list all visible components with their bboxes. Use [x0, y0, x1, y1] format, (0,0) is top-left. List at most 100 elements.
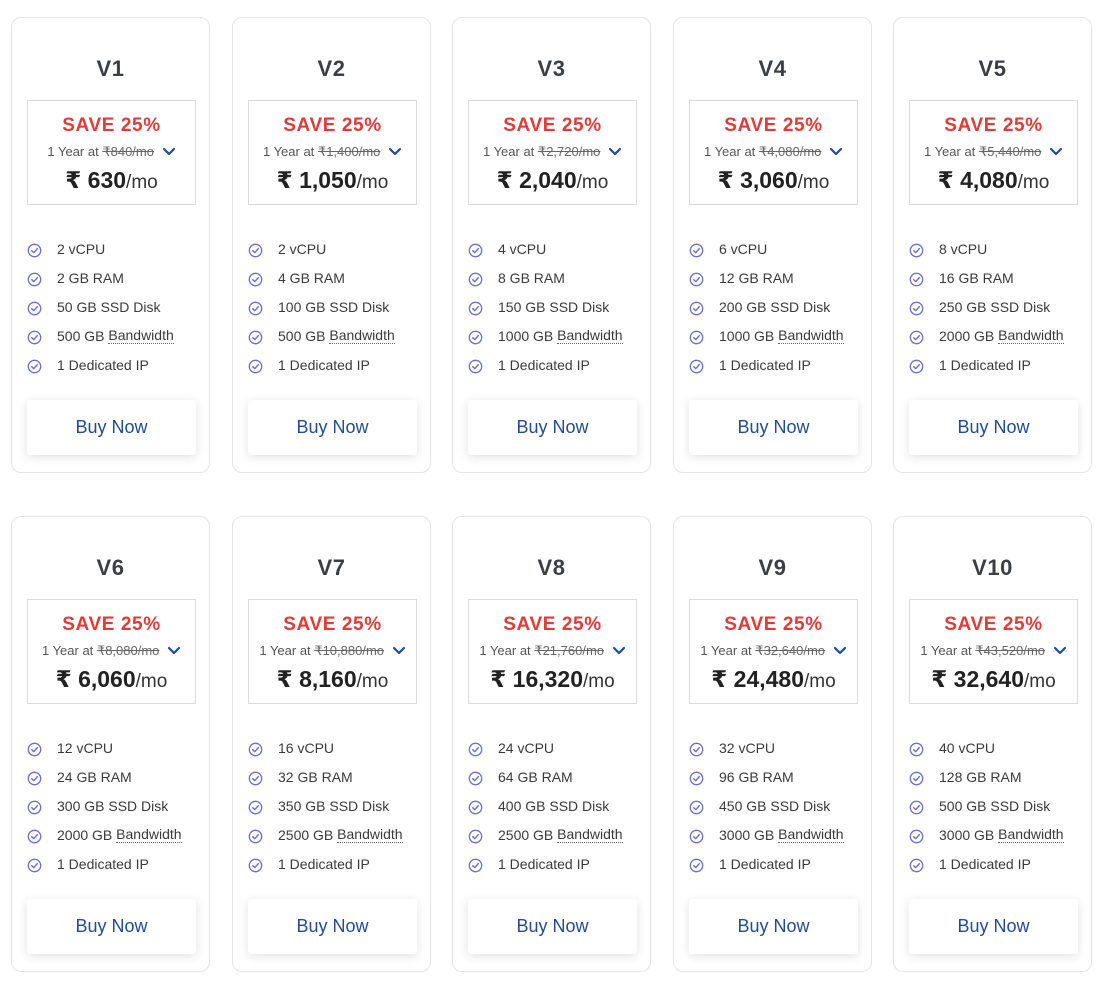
- feature-item: 12 GB RAM: [689, 263, 844, 292]
- feature-list: 4 vCPU 8 GB RAM 150 GB SSD Disk 1000 GB Ban…: [468, 234, 623, 379]
- bandwidth-amount: 3000 GB: [939, 826, 995, 843]
- buy-now-button[interactable]: Buy Now: [468, 899, 637, 954]
- buy-now-button[interactable]: Buy Now: [909, 400, 1078, 455]
- buy-now-button[interactable]: Buy Now: [468, 400, 637, 455]
- buy-now-button[interactable]: Buy Now: [27, 400, 196, 455]
- check-circle-icon: [689, 800, 704, 815]
- billing-term-select[interactable]: 1 Year at ₹2,720/mo: [469, 144, 636, 160]
- bandwidth-tooltip-link[interactable]: Bandwidth: [778, 327, 844, 344]
- check-circle-icon: [27, 800, 42, 815]
- billing-term-select[interactable]: 1 Year at ₹1,400/mo: [249, 144, 416, 160]
- feature-item: 1 Dedicated IP: [27, 849, 182, 878]
- save-badge: SAVE 25%: [283, 115, 382, 136]
- bandwidth-tooltip-link[interactable]: Bandwidth: [998, 826, 1064, 843]
- feature-item: 3000 GB Bandwidth: [909, 820, 1064, 849]
- monthly-price: ₹ 6,060/mo: [28, 666, 195, 693]
- price-amount: 4,080: [960, 167, 1018, 193]
- billing-term-select[interactable]: 1 Year at ₹4,080/mo: [690, 144, 857, 160]
- check-circle-icon: [27, 829, 42, 844]
- chevron-down-icon[interactable]: [162, 147, 176, 157]
- currency-symbol: ₹: [276, 167, 293, 193]
- check-circle-icon: [468, 742, 483, 757]
- check-circle-icon: [468, 243, 483, 258]
- feature-item: 2 vCPU: [27, 234, 174, 263]
- buy-now-button[interactable]: Buy Now: [27, 899, 196, 954]
- bandwidth-tooltip-link[interactable]: Bandwidth: [108, 327, 174, 344]
- check-circle-icon: [909, 359, 924, 374]
- billing-term-select[interactable]: 1 Year at ₹43,520/mo: [910, 643, 1077, 659]
- feature-list: 12 vCPU 24 GB RAM 300 GB SSD Disk 2000 GB B…: [27, 733, 182, 878]
- buy-now-button[interactable]: Buy Now: [909, 899, 1078, 954]
- chevron-down-icon[interactable]: [829, 147, 843, 157]
- buy-now-button[interactable]: Buy Now: [248, 400, 417, 455]
- check-circle-icon: [27, 359, 42, 374]
- currency-symbol: ₹: [490, 666, 507, 692]
- feature-text: 150 GB SSD Disk: [498, 298, 610, 315]
- bandwidth-tooltip-link[interactable]: Bandwidth: [557, 826, 623, 843]
- billing-term-select[interactable]: 1 Year at ₹840/mo: [28, 144, 195, 160]
- monthly-price: ₹ 8,160/mo: [249, 666, 416, 693]
- price-period: /mo: [583, 671, 615, 692]
- chevron-down-icon[interactable]: [392, 646, 406, 656]
- billing-term-select[interactable]: 1 Year at ₹21,760/mo: [469, 643, 636, 659]
- feature-item: 64 GB RAM: [468, 762, 623, 791]
- feature-item: 500 GB SSD Disk: [909, 791, 1064, 820]
- feature-item: 12 vCPU: [27, 733, 182, 762]
- check-circle-icon: [689, 359, 704, 374]
- plan-card-v9: V9 SAVE 25% 1 Year at ₹32,640/mo ₹ 24,48…: [673, 516, 872, 972]
- bandwidth-amount: 2500 GB: [498, 826, 554, 843]
- plan-name: V6: [96, 555, 125, 580]
- feature-item: 6 vCPU: [689, 234, 844, 263]
- bandwidth-amount: 500 GB: [57, 327, 105, 344]
- plan-name: V4: [758, 56, 787, 81]
- bandwidth-tooltip-link[interactable]: Bandwidth: [329, 327, 395, 344]
- price-period: /mo: [356, 671, 389, 692]
- original-price: ₹1,400/mo: [317, 144, 381, 159]
- billing-term-select[interactable]: 1 Year at ₹10,880/mo: [249, 643, 416, 659]
- chevron-down-icon[interactable]: [608, 147, 622, 157]
- feature-item: 3000 GB Bandwidth: [689, 820, 844, 849]
- currency-symbol: ₹: [717, 167, 734, 193]
- price-box: SAVE 25% 1 Year at ₹2,720/mo ₹ 2,040/mo: [468, 100, 637, 205]
- chevron-down-icon[interactable]: [833, 646, 847, 656]
- bandwidth-tooltip-link[interactable]: Bandwidth: [557, 327, 623, 344]
- buy-now-button[interactable]: Buy Now: [248, 899, 417, 954]
- bandwidth-tooltip-link[interactable]: Bandwidth: [778, 826, 844, 843]
- currency-symbol: ₹: [937, 167, 954, 193]
- feature-text: 8 GB RAM: [498, 269, 565, 286]
- price-box: SAVE 25% 1 Year at ₹21,760/mo ₹ 16,320/m…: [468, 599, 637, 704]
- check-circle-icon: [468, 330, 483, 345]
- price-period: /mo: [1017, 172, 1050, 193]
- check-circle-icon: [248, 858, 263, 873]
- chevron-down-icon[interactable]: [388, 147, 402, 157]
- buy-now-button[interactable]: Buy Now: [689, 400, 858, 455]
- bandwidth-tooltip-link[interactable]: Bandwidth: [116, 826, 182, 843]
- bandwidth-amount: 2000 GB: [939, 327, 995, 344]
- chevron-down-icon[interactable]: [612, 646, 626, 656]
- check-circle-icon: [689, 771, 704, 786]
- currency-symbol: ₹: [55, 666, 72, 692]
- check-circle-icon: [909, 858, 924, 873]
- check-circle-icon: [909, 243, 924, 258]
- feature-text: 8 vCPU: [939, 240, 988, 257]
- chevron-down-icon[interactable]: [1049, 147, 1063, 157]
- billing-term-select[interactable]: 1 Year at ₹8,080/mo: [28, 643, 195, 659]
- price-box: SAVE 25% 1 Year at ₹8,080/mo ₹ 6,060/mo: [27, 599, 196, 704]
- billing-term-select[interactable]: 1 Year at ₹32,640/mo: [690, 643, 857, 659]
- price-amount: 8,160: [299, 666, 357, 692]
- price-period: /mo: [1024, 671, 1056, 692]
- chevron-down-icon[interactable]: [167, 646, 181, 656]
- buy-now-button[interactable]: Buy Now: [689, 899, 858, 954]
- term-prefix: 1 Year at: [703, 144, 756, 159]
- currency-symbol: ₹: [931, 666, 948, 692]
- plan-card-v2: V2 SAVE 25% 1 Year at ₹1,400/mo ₹ 1,050/…: [232, 17, 431, 473]
- term-prefix: 1 Year at: [700, 643, 752, 658]
- bandwidth-tooltip-link[interactable]: Bandwidth: [337, 826, 403, 843]
- chevron-down-icon[interactable]: [1053, 646, 1067, 656]
- save-badge: SAVE 25%: [944, 614, 1043, 635]
- bandwidth-tooltip-link[interactable]: Bandwidth: [998, 327, 1064, 344]
- billing-term-select[interactable]: 1 Year at ₹5,440/mo: [910, 144, 1077, 160]
- price-amount: 16,320: [512, 666, 584, 692]
- plan-name: V5: [978, 56, 1007, 81]
- original-price: ₹8,080/mo: [96, 643, 160, 658]
